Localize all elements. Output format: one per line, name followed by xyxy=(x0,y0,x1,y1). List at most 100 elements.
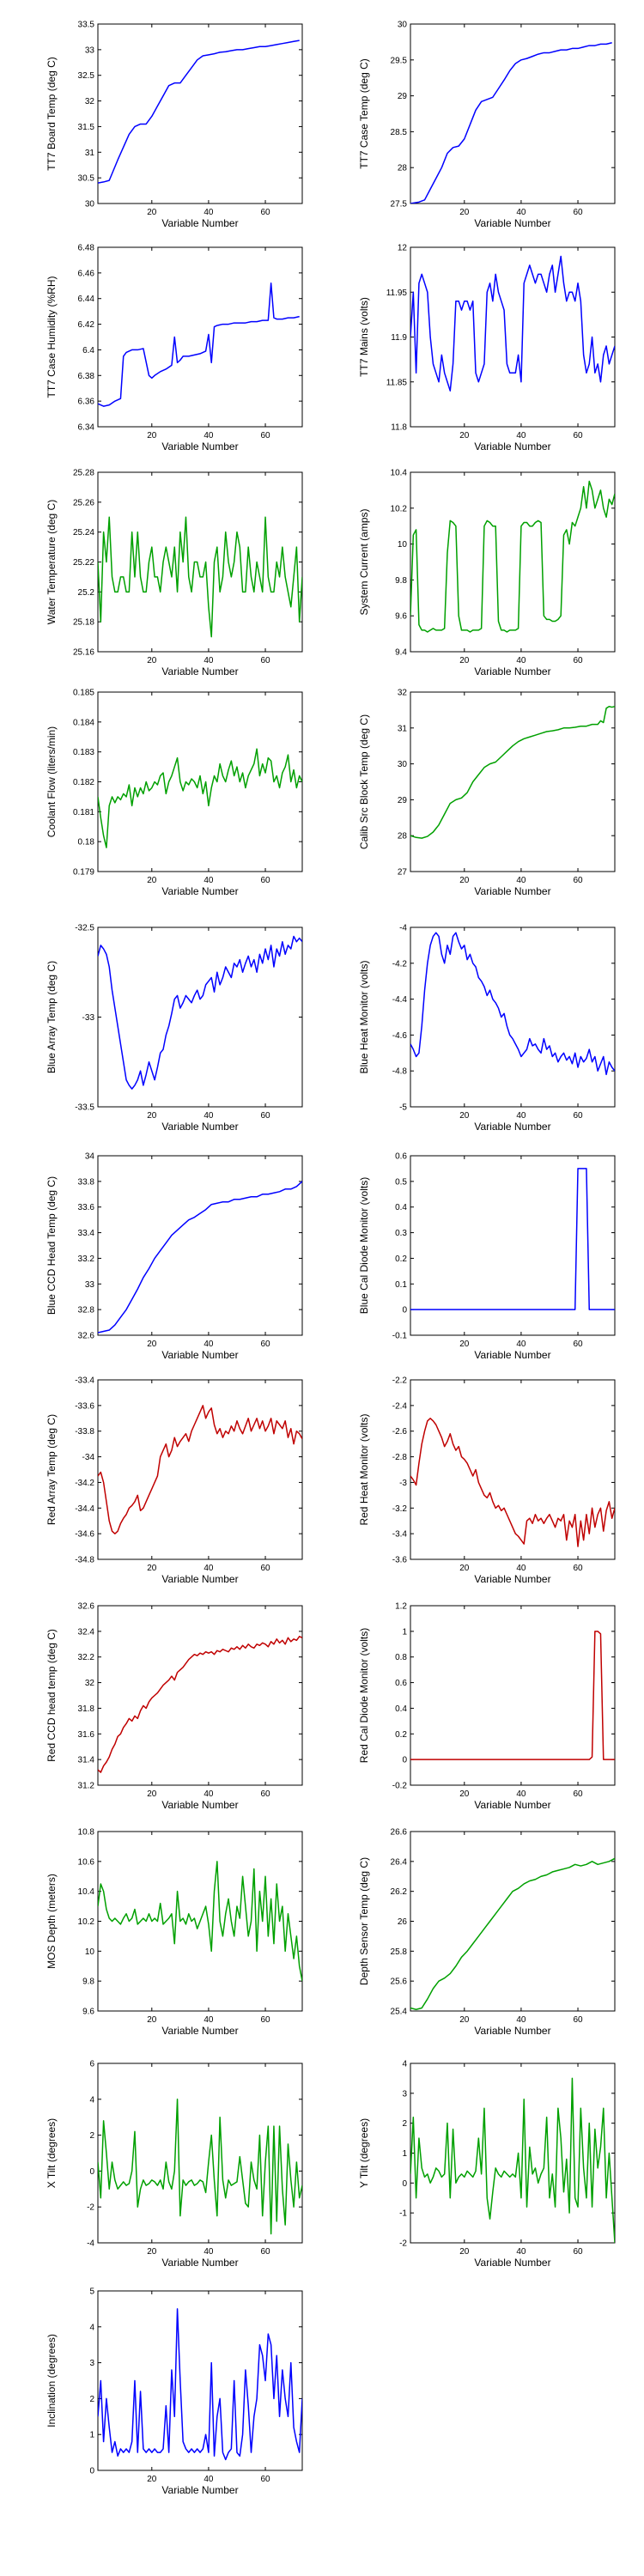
x-axis-label: Variable Number xyxy=(161,2025,238,2037)
y-tick-label: 0.181 xyxy=(73,808,94,817)
y-tick-label: 0.6 xyxy=(395,1679,407,1688)
y-tick-label: 0.2 xyxy=(395,1730,407,1740)
y-tick-label: 31.5 xyxy=(78,123,95,132)
y-tick-label: 0.18 xyxy=(78,838,95,848)
y-tick-label: 9.6 xyxy=(395,612,407,622)
x-axis-label: Variable Number xyxy=(161,1573,238,1585)
y-tick-label: 25.28 xyxy=(73,469,94,478)
x-tick-label: 60 xyxy=(260,1789,270,1799)
x-tick-label: 20 xyxy=(147,1111,157,1121)
x-axis-label: Variable Number xyxy=(474,2257,550,2269)
y-tick-label: -32.5 xyxy=(75,924,94,933)
series-line xyxy=(410,255,615,392)
y-tick-label: -5 xyxy=(399,1103,407,1113)
chart-red-heat-monitor: 20 40 60 -3.6 -3.4 -3.2 -3 -2.8 -2.6 -2.4 -2.2 Vari… xyxy=(358,1376,616,1585)
x-tick-label: 40 xyxy=(516,656,526,665)
series-line xyxy=(98,748,302,848)
x-tick-label: 20 xyxy=(147,1564,157,1573)
y-tick-label: 32.5 xyxy=(78,71,95,81)
y-axis-label: Calib Src Block Temp (deg C) xyxy=(358,714,370,849)
x-tick-label: 20 xyxy=(459,656,470,665)
x-tick-label: 40 xyxy=(516,1789,526,1799)
x-tick-label: 20 xyxy=(459,1789,470,1799)
x-axis-label: Variable Number xyxy=(474,1349,550,1361)
y-tick-label: 33.6 xyxy=(78,1203,95,1212)
x-tick-label: 60 xyxy=(573,2015,583,2025)
x-tick-label: 60 xyxy=(573,2247,583,2257)
y-tick-label: 6.42 xyxy=(78,320,95,330)
x-tick-label: 40 xyxy=(204,2247,214,2257)
series-line xyxy=(410,1857,615,2011)
series-line xyxy=(410,42,612,204)
y-tick-label: -34.6 xyxy=(75,1530,94,1540)
series-line xyxy=(410,1168,615,1310)
x-tick-label: 40 xyxy=(204,1111,214,1121)
y-tick-label: 0.179 xyxy=(73,868,94,878)
x-axis-label: Variable Number xyxy=(161,2257,238,2269)
y-tick-label: 28 xyxy=(398,164,408,173)
x-tick-label: 20 xyxy=(459,431,470,440)
series-line xyxy=(410,480,615,633)
y-tick-label: 6.36 xyxy=(78,398,95,407)
plot-area xyxy=(410,1379,616,1560)
x-axis-label: Variable Number xyxy=(161,1799,238,1811)
y-tick-label: 0 xyxy=(402,1756,407,1765)
y-tick-label: 0.6 xyxy=(395,1152,407,1162)
y-tick-label: -4 xyxy=(87,2239,94,2249)
x-tick-label: 20 xyxy=(459,1340,470,1349)
y-tick-label: -4 xyxy=(399,924,407,933)
x-tick-label: 20 xyxy=(459,1564,470,1573)
x-tick-label: 20 xyxy=(147,208,157,217)
x-tick-label: 60 xyxy=(573,656,583,665)
y-tick-label: 0.183 xyxy=(73,748,94,757)
y-tick-label: 6.38 xyxy=(78,372,95,381)
series-line xyxy=(98,283,300,407)
y-tick-label: 0.4 xyxy=(395,1704,407,1714)
plot-area xyxy=(97,471,303,653)
x-tick-label: 40 xyxy=(204,431,214,440)
y-tick-label: 32.6 xyxy=(78,1332,95,1341)
y-tick-label: 11.95 xyxy=(386,289,408,298)
y-tick-label: 10.8 xyxy=(78,1828,95,1838)
y-tick-label: 9.6 xyxy=(82,2008,94,2017)
y-tick-label: -4.8 xyxy=(392,1067,408,1077)
chart-tt7-case-temp: 20 40 60 27.5 28 28.5 29 29.5 30 Variable Number T… xyxy=(358,21,616,229)
y-tick-label: 5 xyxy=(89,2287,94,2297)
y-tick-label: 32.8 xyxy=(78,1306,95,1315)
y-tick-label: -3 xyxy=(399,1479,407,1488)
series-line xyxy=(98,1861,302,1982)
y-tick-label: -33.4 xyxy=(75,1376,94,1386)
x-tick-label: 20 xyxy=(147,2475,157,2484)
y-tick-label: 32.6 xyxy=(78,1602,95,1612)
plot-area xyxy=(410,246,616,428)
y-tick-label: 33.4 xyxy=(78,1229,95,1238)
y-tick-label: 25.18 xyxy=(73,618,94,628)
x-axis-label: Variable Number xyxy=(474,440,550,453)
y-tick-label: 11.9 xyxy=(391,333,407,343)
y-axis-label: Inclination (degrees) xyxy=(46,2334,58,2427)
x-tick-label: 20 xyxy=(147,2247,157,2257)
y-tick-label: 0.185 xyxy=(73,689,94,698)
y-tick-label: 31.6 xyxy=(78,1730,95,1740)
x-tick-label: 40 xyxy=(204,1564,214,1573)
y-tick-label: 0 xyxy=(402,2179,407,2189)
x-tick-label: 20 xyxy=(459,2015,470,2025)
y-tick-label: 25.6 xyxy=(391,1978,408,1987)
series-line xyxy=(98,1181,302,1334)
y-tick-label: 1 xyxy=(89,2431,94,2440)
x-axis-label: Variable Number xyxy=(474,665,550,677)
chart-x-tilt: 20 40 60 -4 -2 0 2 4 6 Variable Number X Tilt (deg… xyxy=(46,2060,303,2269)
y-tick-label: 6.4 xyxy=(82,346,94,355)
y-tick-label: 32 xyxy=(85,1679,95,1688)
y-tick-label: 25.24 xyxy=(73,528,94,538)
plot-area xyxy=(97,1605,303,1786)
x-axis-label: Variable Number xyxy=(161,440,238,453)
x-axis-label: Variable Number xyxy=(474,1121,550,1133)
chart-red-cal-diode-monitor: 20 40 60 -0.2 0 0.2 0.4 0.6 0.8 1 1.2 Variable Numb… xyxy=(358,1602,616,1811)
y-tick-label: 29.5 xyxy=(391,56,408,65)
y-axis-label: Coolant Flow (liters/min) xyxy=(46,726,58,837)
chart-depth-sensor-temp: 20 40 60 25.4 25.6 25.8 26 26.2 26.4 26.6 Variable… xyxy=(358,1828,616,2037)
y-tick-label: -4.4 xyxy=(392,995,408,1005)
x-tick-label: 20 xyxy=(459,876,470,885)
y-axis-label: TT7 Case Humidity (%RH) xyxy=(46,276,58,398)
